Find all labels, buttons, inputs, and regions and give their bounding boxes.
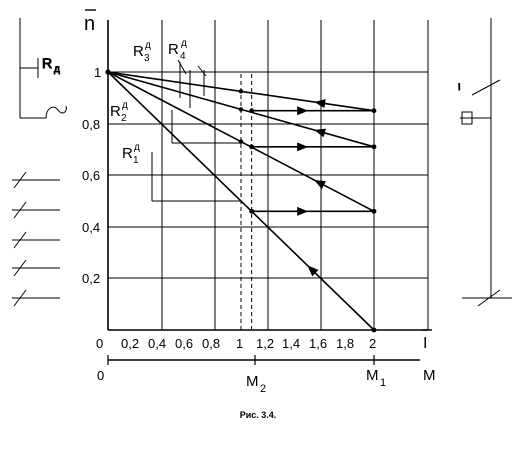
y-tick-0-8: 0,8 xyxy=(82,117,100,132)
r4-sub: 4 xyxy=(180,51,186,62)
torque-axis-label: M xyxy=(423,367,436,384)
x-tick-0-6: 0,6 xyxy=(175,336,193,351)
switch-label: I xyxy=(458,82,461,92)
x-tick-1-6: 1,6 xyxy=(309,336,327,351)
right-circuit: I xyxy=(458,18,512,307)
y-tick-0-2: 0,2 xyxy=(82,271,100,286)
r1-label: R xyxy=(122,145,133,162)
transition-arrow-2 xyxy=(297,142,309,152)
m2-sub: 2 xyxy=(260,383,266,395)
x-tick-2: 2 xyxy=(369,336,376,351)
point-transition-3 xyxy=(249,108,255,114)
point-transition-2 xyxy=(249,144,255,150)
resistor-annotations xyxy=(151,59,241,202)
x-tick-1: 1 xyxy=(236,336,243,351)
x-tick-origin: 0 xyxy=(96,336,103,351)
r4-label: R xyxy=(168,41,179,58)
ray-arrow-r2 xyxy=(314,179,326,190)
resistor-label: R xyxy=(42,55,52,71)
y-tick-0-6: 0,6 xyxy=(82,168,100,183)
m2-label: M xyxy=(246,373,259,390)
r1-sup: д xyxy=(134,142,140,153)
figure-caption: Рис. 3.4. xyxy=(240,410,277,420)
ray-arrow-r1 xyxy=(307,265,319,277)
y-tick-labels: 0,2 0,4 0,6 0,8 1 xyxy=(82,65,101,286)
left-circuit: R д xyxy=(12,18,67,307)
point-origin xyxy=(105,69,111,75)
resistor-labels: R 1 д R 2 д R 3 д R 4 д xyxy=(110,38,187,166)
torque-axis: 0 M 2 M 1 M xyxy=(97,355,436,395)
x-tick-0-8: 0,8 xyxy=(202,336,220,351)
chart-grid xyxy=(108,20,429,330)
x-tick-0-4: 0,4 xyxy=(148,336,166,351)
x-tick-1-4: 1,4 xyxy=(282,336,300,351)
y-axis-label: n xyxy=(84,13,95,35)
point-end-r1 xyxy=(371,327,377,333)
y-tick-0-4: 0,4 xyxy=(82,220,100,235)
r1-sub: 1 xyxy=(133,155,139,166)
resistor-label-sub: д xyxy=(54,64,60,75)
m1-label: M xyxy=(366,367,379,384)
x-axis-label: I xyxy=(423,335,427,352)
r2-sup: д xyxy=(122,100,128,111)
point-switch-r4 xyxy=(238,89,244,94)
torque-origin: 0 xyxy=(97,368,104,383)
point-switch-r3 xyxy=(238,107,244,112)
r2-label: R xyxy=(110,103,121,120)
ray-arrow-r3 xyxy=(314,128,326,138)
x-tick-1-8: 1,8 xyxy=(336,336,354,351)
r3-sup: д xyxy=(145,40,151,51)
r3-sub: 3 xyxy=(144,53,150,64)
y-tick-1: 1 xyxy=(94,65,101,80)
r3-label: R xyxy=(133,43,144,60)
transition-arrow-1 xyxy=(297,206,309,216)
x-tick-labels: 0 0,2 0,4 0,6 0,8 1 1,2 1,4 1,6 1,8 2 I xyxy=(96,329,432,352)
r4-sup: д xyxy=(181,38,187,49)
x-tick-1-2: 1,2 xyxy=(256,336,274,351)
point-transition-1 xyxy=(249,208,255,214)
r2-sub: 2 xyxy=(121,113,127,124)
x-tick-0-2: 0,2 xyxy=(121,336,139,351)
ray-arrow-r4 xyxy=(314,99,326,109)
m1-sub: 1 xyxy=(380,377,386,389)
transition-arrow-3 xyxy=(297,106,309,116)
